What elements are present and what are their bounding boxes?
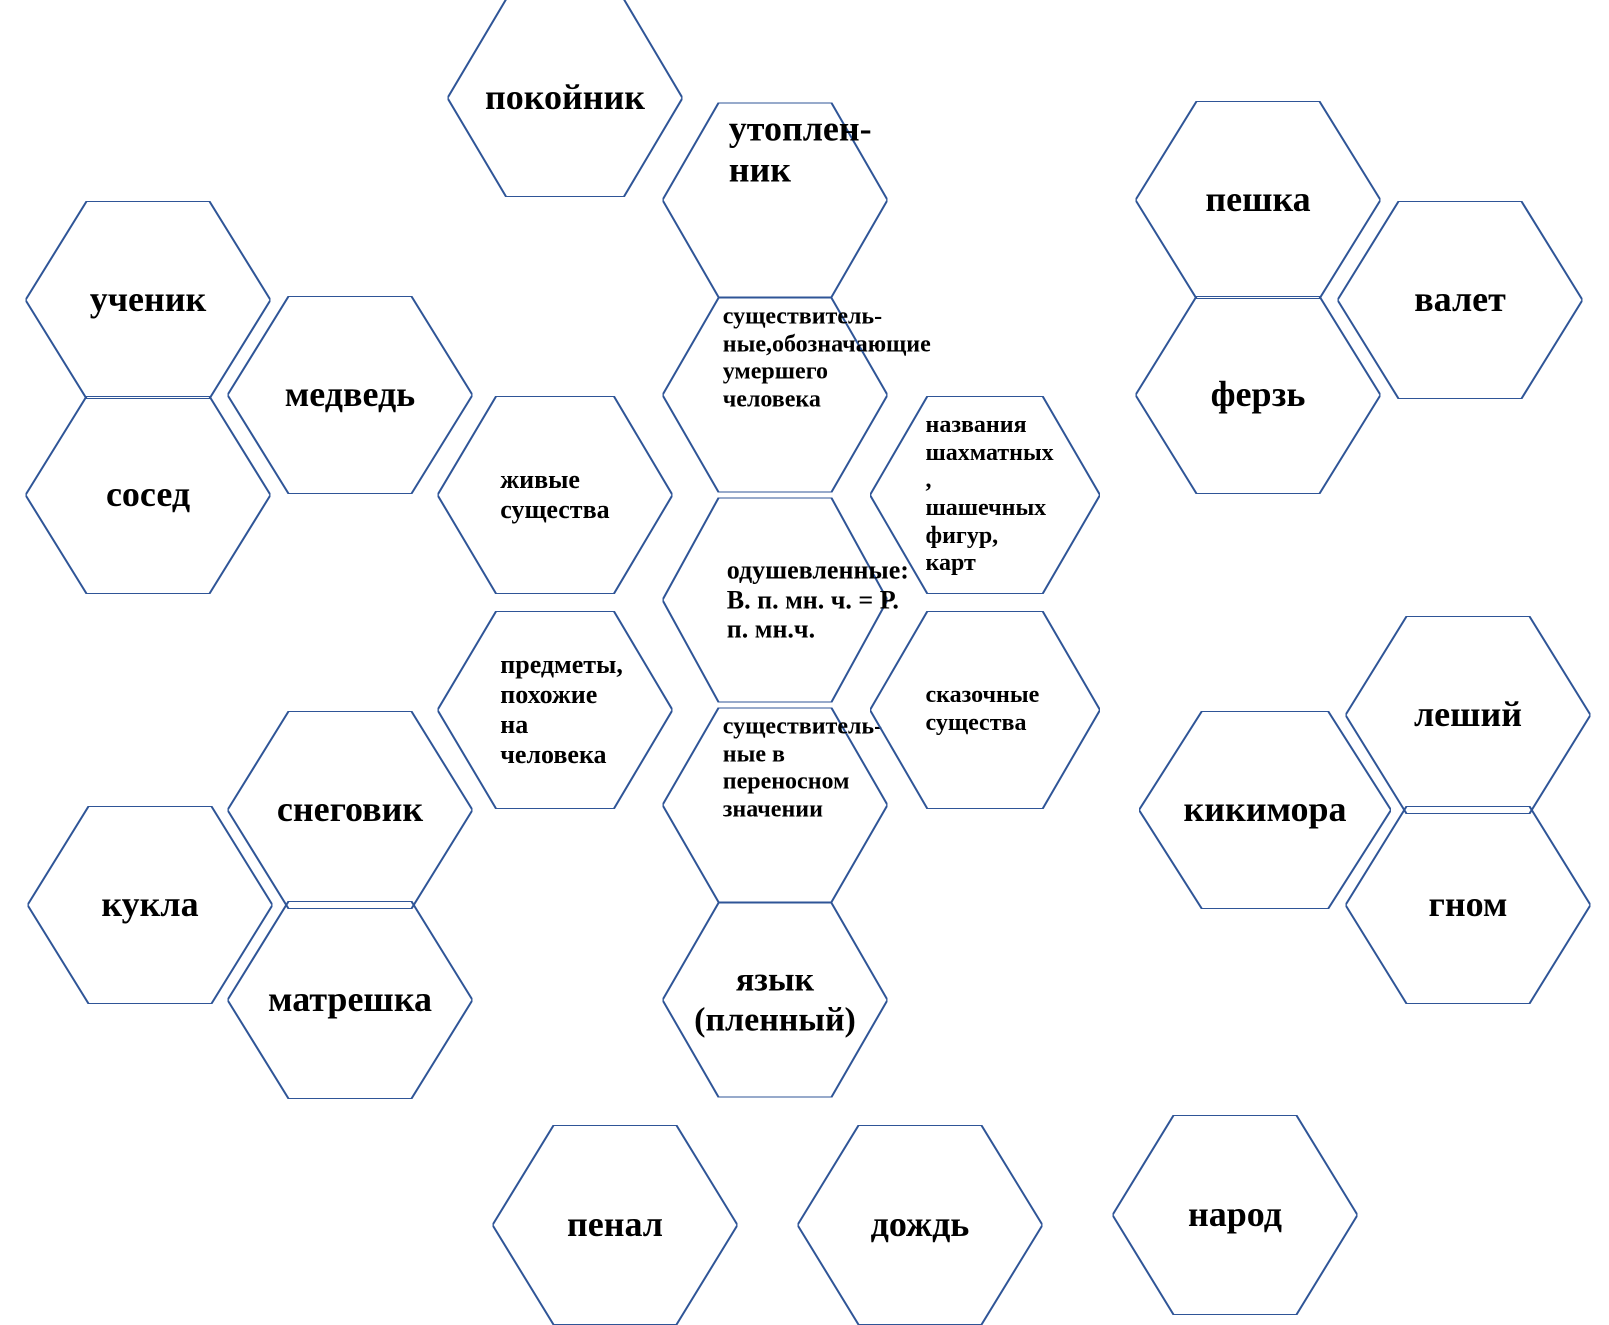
hex-narod: народ — [1113, 1115, 1358, 1315]
hex-pokoynik: покойник — [448, 0, 683, 197]
hex-label-narod: народ — [1170, 1121, 1301, 1309]
hexagon-diagram: покойник утоплен-ник пешка валет ферзь ученик… — [0, 0, 1609, 1313]
hex-label-utoplennik: утоплен-ник — [729, 109, 836, 292]
hex-leshiy: леший — [1346, 616, 1591, 814]
hex-zhivye: живые существа — [438, 396, 673, 594]
hex-yazyk: язык (пленный) — [663, 903, 888, 1098]
hex-predmety: предметы, похожие на человека — [438, 611, 673, 809]
hex-label-matreshka: матрешка — [285, 907, 416, 1093]
hex-label-skazoch: сказочные существа — [926, 617, 1047, 803]
hex-label-valet: валет — [1395, 207, 1526, 393]
hex-sosed: сосед — [26, 396, 271, 594]
hex-label-ferz: ферзь — [1193, 302, 1324, 488]
hex-dozhd: дождь — [798, 1125, 1043, 1325]
hex-label-medved: медведь — [285, 302, 416, 488]
hex-medved: медведь — [228, 296, 473, 494]
hex-label-snegovik: снеговик — [285, 717, 416, 903]
hex-label-shakhmat: названия шахматных , шашечных фигур, кар… — [926, 402, 1047, 588]
hex-sush_peren: существитель-ные в переносном значении — [663, 708, 888, 903]
hex-penal: пенал — [493, 1125, 738, 1325]
hex-label-kukla: кукла — [85, 812, 216, 998]
hex-utoplennik: утоплен-ник — [663, 103, 888, 298]
hex-kukla: кукла — [28, 806, 273, 1004]
hex-label-predmety: предметы, похожие на человека — [500, 617, 618, 803]
hex-label-pokoynik: покойник — [502, 5, 628, 191]
hex-label-sush_peren: существитель-ные в переносном значении — [723, 714, 836, 897]
hex-gnom: гном — [1346, 806, 1591, 1004]
hex-sush_umer: существитель-ные,обозначающие умершего ч… — [663, 298, 888, 493]
hex-ferz: ферзь — [1136, 296, 1381, 494]
hex-skazoch: сказочные существа — [870, 611, 1100, 809]
hex-label-gnom: гном — [1403, 812, 1534, 998]
hex-kikimora: кикимора — [1139, 711, 1391, 909]
hex-label-leshiy: леший — [1403, 622, 1534, 808]
hex-label-peshka: пешка — [1193, 107, 1324, 293]
hex-label-penal: пенал — [550, 1131, 681, 1319]
hex-label-zhivye: живые существа — [500, 402, 618, 588]
hex-label-yazyk: язык (пленный) — [715, 909, 836, 1092]
hex-label-uchenik: ученик — [83, 207, 214, 393]
hex-label-odush: одушевленные: В. п. мн. ч. = Р. п. мн.ч. — [727, 504, 836, 697]
hex-snegovik: снеговик — [228, 711, 473, 909]
hex-label-sosed: сосед — [83, 402, 214, 588]
hex-matreshka: матрешка — [228, 901, 473, 1099]
hex-label-kikimora: кикимора — [1198, 717, 1332, 903]
hex-shakhmat: названия шахматных , шашечных фигур, кар… — [870, 396, 1100, 594]
hex-uchenik: ученик — [26, 201, 271, 399]
hex-peshka: пешка — [1136, 101, 1381, 299]
hex-label-dozhd: дождь — [855, 1131, 986, 1319]
hex-valet: валет — [1338, 201, 1583, 399]
hex-label-sush_umer: существитель-ные,обозначающие умершего ч… — [723, 304, 836, 487]
hex-odush: одушевленные: В. п. мн. ч. = Р. п. мн.ч. — [663, 498, 888, 703]
